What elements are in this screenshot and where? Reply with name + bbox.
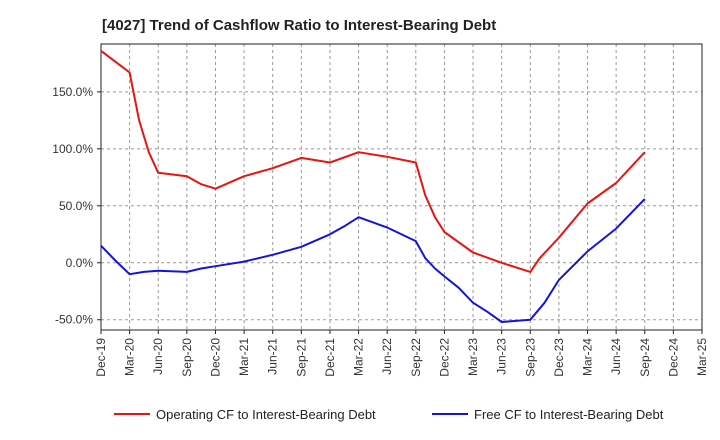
- y-tick-label: 150.0%: [52, 85, 93, 99]
- x-axis: Dec-19 Mar-20 Jun-20 Sep-20 Dec-20 Mar-21 Jun-…: [94, 330, 709, 377]
- x-tick-label: Sep-24: [638, 338, 652, 377]
- x-tick-label: Jun-20: [151, 338, 165, 375]
- y-tick-label: 50.0%: [59, 199, 93, 213]
- grid-layer: [101, 44, 702, 330]
- series-layer: [100, 50, 646, 323]
- x-tick-label: Mar-25: [695, 338, 709, 376]
- x-tick-label: Jun-22: [380, 338, 394, 375]
- y-tick-label: 0.0%: [66, 256, 94, 270]
- y-tick-label: -50.0%: [55, 313, 93, 327]
- chart-title: [4027] Trend of Cashflow Ratio to Intere…: [102, 17, 496, 34]
- series-line-free-cf: [100, 198, 646, 323]
- x-tick-label: Dec-23: [552, 338, 566, 377]
- y-axis: -50.0% 0.0% 50.0% 100.0% 150.0%: [52, 85, 101, 327]
- y-tick-label: 100.0%: [52, 142, 93, 156]
- x-tick-label: Sep-21: [294, 338, 308, 377]
- legend-label: Operating CF to Interest-Bearing Debt: [156, 407, 376, 422]
- x-tick-label: Dec-22: [437, 338, 451, 377]
- plot-frame: [100, 43, 703, 331]
- x-tick-label: Jun-21: [266, 338, 280, 375]
- x-tick-label: Dec-24: [666, 338, 680, 377]
- x-tick-label: Jun-24: [609, 338, 623, 375]
- x-tick-label: Dec-20: [208, 338, 222, 377]
- x-tick-label: Sep-23: [523, 338, 537, 377]
- x-tick-label: Sep-20: [180, 338, 194, 377]
- x-tick-label: Mar-23: [466, 338, 480, 376]
- series-line-operating-cf: [100, 50, 646, 273]
- x-tick-label: Mar-22: [352, 338, 366, 376]
- x-tick-label: Mar-24: [581, 338, 595, 376]
- x-tick-label: Jun-23: [495, 338, 509, 375]
- legend-label: Free CF to Interest-Bearing Debt: [474, 407, 664, 422]
- x-tick-label: Mar-20: [123, 338, 137, 376]
- x-tick-label: Mar-21: [237, 338, 251, 376]
- x-tick-label: Dec-21: [323, 338, 337, 377]
- legend: Operating CF to Interest-Bearing Debt Fre…: [114, 407, 664, 422]
- x-tick-label: Sep-22: [409, 338, 423, 377]
- x-tick-label: Dec-19: [94, 338, 108, 377]
